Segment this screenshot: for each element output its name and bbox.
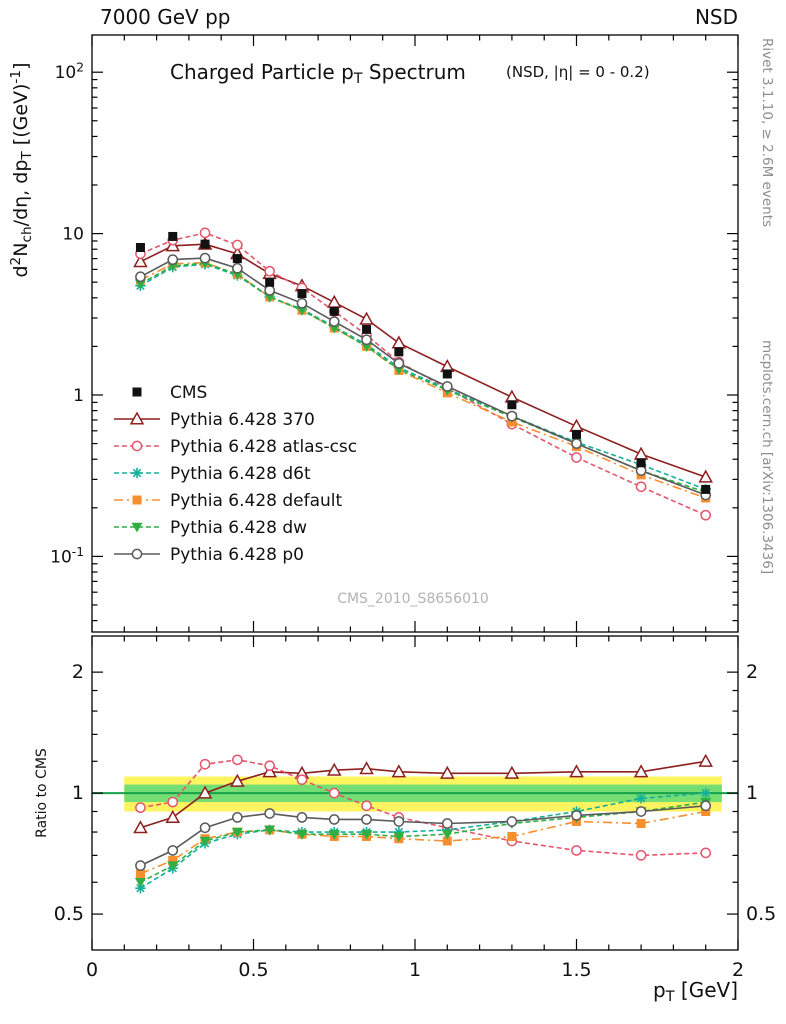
- y-tick-label: 10: [62, 225, 84, 245]
- beam-energy-label: 7000 GeV pp: [100, 5, 231, 29]
- y-tick-label: 1: [73, 386, 84, 406]
- x-tick-label: 2: [732, 959, 744, 981]
- legend-label: Pythia 6.428 d6t: [170, 464, 311, 484]
- ratio-tick-label-left: 0.5: [54, 903, 84, 925]
- series-main-cms: [135, 231, 711, 494]
- series-main-pythia-6-428-dw: [134, 259, 712, 498]
- legend-label: Pythia 6.428 dw: [170, 518, 307, 538]
- series-ratio-pythia-6-428-p0: [135, 800, 712, 871]
- ratio-tick-label-left: 1: [72, 782, 84, 804]
- ratio-tick-label-right: 2: [746, 661, 758, 683]
- legend-label: Pythia 6.428 370: [170, 410, 315, 430]
- mcplots-arxiv-note: mcplots.cern.ch [arXiv:1306.3436]: [759, 340, 775, 574]
- series-ratio-pythia-6-428-370: [133, 753, 713, 834]
- plot-condition: (NSD, |η| = 0 - 0.2): [506, 63, 650, 81]
- series-main-pythia-6-428-d6t: [135, 259, 711, 495]
- ratio-tick-label-left: 2: [72, 661, 84, 683]
- x-tick-label: 1.5: [561, 959, 591, 981]
- x-tick-label: 0: [86, 959, 98, 981]
- ratio-axis-label: Ratio to CMS: [34, 748, 50, 838]
- x-tick-label: 0.5: [238, 959, 268, 981]
- y-tick-label: 10-1: [50, 545, 84, 567]
- ratio-tick-label-right: 1: [746, 782, 758, 804]
- x-axis-label: pT [GeV]: [653, 978, 738, 1005]
- main-panel-frame: [91, 34, 739, 633]
- analysis-watermark: CMS_2010_S8656010: [337, 591, 489, 607]
- x-tick-label: 1: [409, 959, 421, 981]
- legend-label: Pythia 6.428 default: [170, 491, 343, 511]
- legend: CMS Pythia 6.428 370 Pythia 6.428 atlas-cs…: [114, 383, 357, 565]
- ratio-tick-label-right: 0.5: [746, 903, 776, 925]
- y-tick-label: 102: [55, 61, 84, 83]
- main-y-axis-label: d2Nch/dη, dpT [(GeV)-1]: [8, 63, 35, 278]
- legend-label: CMS: [170, 383, 207, 403]
- rivet-version-note: Rivet 3.1.10, ≥ 2.6M events: [759, 38, 775, 227]
- legend-label: Pythia 6.428 atlas-csc: [170, 437, 357, 457]
- event-class-label: NSD: [695, 5, 738, 29]
- legend-label: Pythia 6.428 p0: [170, 545, 304, 565]
- series-ratio-pythia-6-428-default: [135, 806, 711, 879]
- series-main-pythia-6-428-p0: [135, 252, 712, 501]
- plot-title: Charged Particle pT Spectrum: [170, 60, 466, 87]
- chart-layer: 0 0.5 1 1.5 2 10-1 1 10 102 0.5 0.5 1 1 2 2 CMS Pythia 6…: [8, 34, 776, 1005]
